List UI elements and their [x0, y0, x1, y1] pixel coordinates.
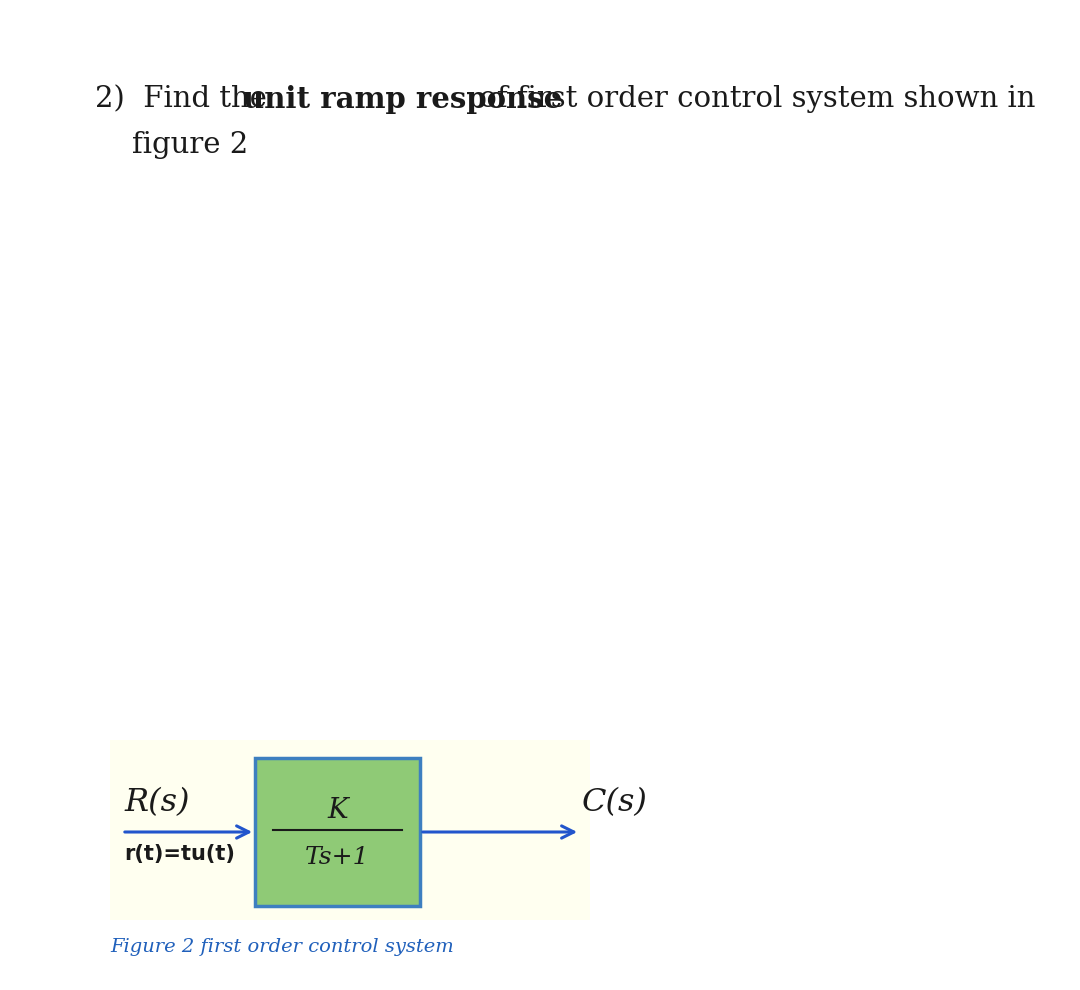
- Text: K: K: [327, 797, 348, 824]
- Text: R(s): R(s): [124, 787, 189, 818]
- FancyBboxPatch shape: [255, 758, 420, 906]
- Text: r(t)=tu(t): r(t)=tu(t): [124, 844, 234, 864]
- FancyBboxPatch shape: [110, 740, 590, 920]
- Text: Figure 2 first order control system: Figure 2 first order control system: [110, 938, 454, 956]
- Text: unit ramp response: unit ramp response: [243, 85, 563, 114]
- Text: Ts+1: Ts+1: [306, 846, 369, 869]
- Text: figure 2: figure 2: [132, 131, 248, 159]
- Text: 2)  Find the: 2) Find the: [95, 85, 276, 113]
- Text: C(s): C(s): [582, 787, 648, 818]
- Text: of first order control system shown in: of first order control system shown in: [470, 85, 1036, 113]
